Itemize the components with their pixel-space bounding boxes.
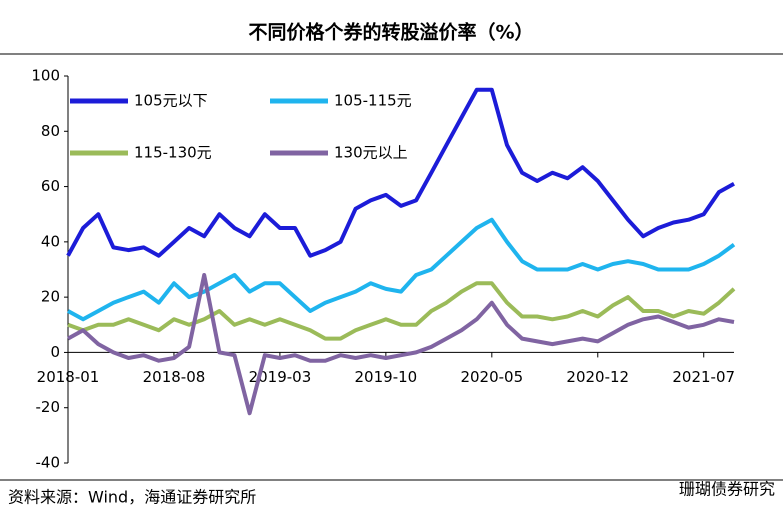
y-tick-label: 80 bbox=[41, 122, 60, 140]
x-tick-label: 2019-03 bbox=[249, 368, 312, 386]
watermark: 珊瑚债券研究 bbox=[679, 480, 775, 499]
x-tick-label: 2021-07 bbox=[672, 368, 735, 386]
x-tick-label: 2019-10 bbox=[355, 368, 418, 386]
source-note: 资料来源：Wind，海通证券研究所 bbox=[8, 488, 256, 507]
series-line bbox=[67, 217, 736, 322]
x-tick-label: 2020-12 bbox=[566, 368, 629, 386]
y-tick-label: 0 bbox=[50, 343, 60, 361]
y-tick-label: 40 bbox=[41, 232, 60, 250]
x-tick-label: 2018-08 bbox=[143, 368, 206, 386]
y-tick-label: 20 bbox=[41, 288, 60, 306]
y-tick-label: -20 bbox=[36, 398, 61, 416]
legend-label: 105元以下 bbox=[134, 92, 208, 110]
chart-title: 不同价格个券的转股溢价率（%） bbox=[248, 21, 533, 44]
y-tick-label: 100 bbox=[31, 67, 60, 85]
series-line bbox=[67, 281, 736, 341]
x-tick-label: 2020-05 bbox=[460, 368, 523, 386]
series-line bbox=[66, 87, 735, 258]
x-tick-label: 2018-01 bbox=[37, 368, 100, 386]
legend-label: 115-130元 bbox=[134, 144, 212, 162]
y-tick-label: -40 bbox=[36, 454, 61, 472]
legend-label: 130元以上 bbox=[334, 144, 408, 162]
legend-label: 105-115元 bbox=[334, 92, 412, 110]
y-tick-label: 60 bbox=[41, 177, 60, 195]
series-line bbox=[67, 273, 735, 416]
